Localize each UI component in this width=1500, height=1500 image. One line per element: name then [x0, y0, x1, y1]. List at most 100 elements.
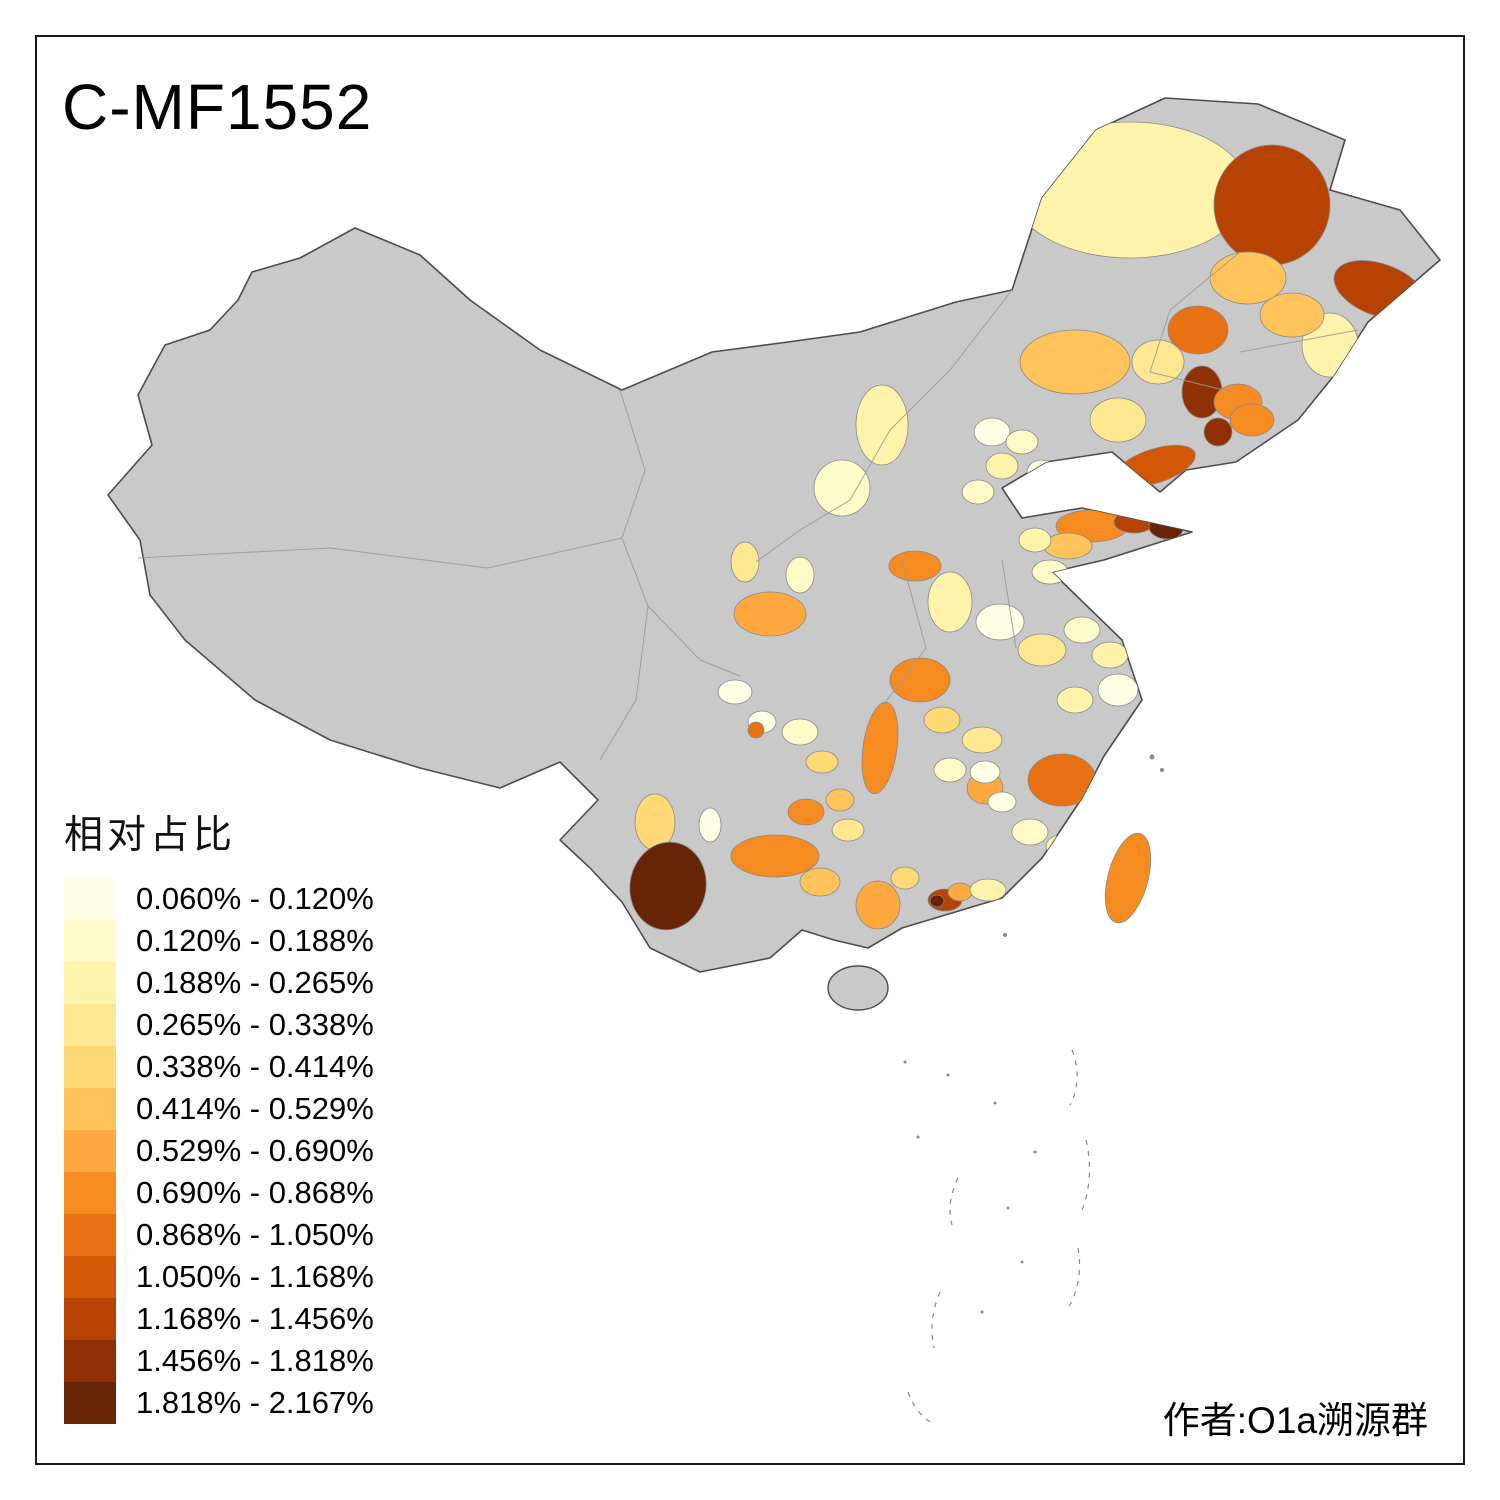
map-region-yunnan-sw-dark: [629, 841, 707, 931]
map-region-yunnan-nw-orangeyellow: [634, 793, 676, 851]
legend-label: 1.818% - 2.167%: [136, 1385, 374, 1420]
coastal-islands: [1003, 754, 1164, 937]
island-regions-layer: [1104, 832, 1152, 924]
legend-swatch: [64, 962, 116, 1004]
map-region-gansu-pale: [730, 541, 760, 583]
map-region-hebei-pale-g: [1047, 480, 1077, 504]
map-region-sichuan-pale: [781, 718, 819, 746]
map-region-anhui-cream: [1097, 673, 1139, 707]
legend-label: 0.868% - 1.050%: [136, 1217, 374, 1252]
legend-swatch: [64, 1172, 116, 1214]
map-region-gansu-orange: [733, 591, 807, 637]
map-region-hebei-pale-c: [985, 452, 1019, 480]
map-region-liaoning-orange-2: [1229, 403, 1275, 437]
legend-label: 0.690% - 0.868%: [136, 1175, 374, 1210]
legend-row: 0.060% - 0.120%: [64, 878, 374, 920]
legend-swatch: [64, 878, 116, 920]
legend-swatch: [64, 920, 116, 962]
map-region-jiangxi-darkorange: [1027, 753, 1097, 807]
legend-label: 0.529% - 0.690%: [136, 1133, 374, 1168]
map-region-shandong-orange-2: [1043, 532, 1093, 560]
legend-label: 0.060% - 0.120%: [136, 881, 374, 916]
page-title: C-MF1552: [62, 71, 373, 143]
map-region-sichuan-white-1: [717, 679, 753, 705]
legend-rows: 0.060% - 0.120% 0.120% - 0.188% 0.188% - 0…: [64, 878, 374, 1424]
legend-row: 1.818% - 2.167%: [64, 1382, 374, 1424]
legend-row: 0.120% - 0.188%: [64, 920, 374, 962]
legend-label: 0.188% - 0.265%: [136, 965, 374, 1000]
map-region-hebei-pale-e: [961, 479, 995, 505]
hainan-island: [827, 965, 889, 1011]
legend-label: 1.168% - 1.456%: [136, 1301, 374, 1336]
map-region-heilongjiang-ne-dark: [1213, 144, 1331, 266]
legend-swatch: [64, 1256, 116, 1298]
map-region-hebei-pale-a: [973, 417, 1011, 447]
map-region-jiangsu-pale-c: [1091, 641, 1129, 669]
legend-row: 0.265% - 0.338%: [64, 1004, 374, 1046]
legend-label: 0.414% - 0.529%: [136, 1091, 374, 1126]
map-region-innermongolia-pale-1: [855, 384, 909, 466]
legend-label: 1.456% - 1.818%: [136, 1343, 374, 1378]
map-region-anhui-pale: [1056, 686, 1094, 714]
legend-swatch: [64, 1214, 116, 1256]
legend-row: 0.529% - 0.690%: [64, 1130, 374, 1172]
map-region-chongqing-pale: [805, 750, 839, 774]
map-region-guangxi-pale: [890, 866, 920, 890]
legend-label: 0.338% - 0.414%: [136, 1049, 374, 1084]
map-region-sichuan-orange-dot: [747, 721, 765, 739]
legend-label: 1.050% - 1.168%: [136, 1259, 374, 1294]
map-region-shandong-pale-2: [1031, 559, 1069, 585]
map-region-heilongjiang-s-orange: [1167, 305, 1229, 355]
map-region-hunan-pale: [933, 757, 967, 783]
legend-row: 1.456% - 1.818%: [64, 1340, 374, 1382]
map-region-jiangsu-pale-b: [1063, 616, 1101, 644]
map-region-guizhou-pale: [831, 818, 865, 842]
legend-row: 0.188% - 0.265%: [64, 962, 374, 1004]
legend-swatch: [64, 1088, 116, 1130]
legend-label: 0.120% - 0.188%: [136, 923, 374, 958]
map-region-innermongolia-pale-2: [813, 459, 871, 517]
map-region-central-pale: [961, 726, 1003, 754]
map-region-yunnan-east-orange: [730, 834, 820, 878]
author-credit: 作者:O1a溯源群: [1162, 1400, 1428, 1441]
legend-swatch: [64, 1046, 116, 1088]
map-region-jilin-mid-pale: [1131, 339, 1185, 385]
plot-frame: [35, 35, 1465, 1465]
map-region-guizhou-orange-2: [825, 788, 855, 812]
legend-row: 1.168% - 1.456%: [64, 1298, 374, 1340]
map-region-jilin-orange-1: [1209, 251, 1287, 305]
map-region-taiwan: [1104, 832, 1152, 924]
map-region-se-cream-1: [969, 760, 1001, 784]
legend-title: 相对占比: [64, 814, 237, 857]
legend-row: 0.690% - 0.868%: [64, 1172, 374, 1214]
prefecture-regions-layer: [629, 121, 1427, 931]
map-region-innermongolia-orange: [1019, 329, 1131, 395]
map-region-ningxia-pale: [785, 556, 815, 594]
map-region-shandong-pale-1: [1018, 527, 1052, 553]
map-region-jilin-orange-2: [1259, 292, 1325, 338]
map-region-hubei-orange: [889, 657, 951, 703]
map-region-liaoning-dark-2: [1203, 417, 1233, 447]
map-region-yunnan-white: [698, 807, 722, 843]
legend-swatch: [64, 1298, 116, 1340]
legend: 相对占比 0.060% - 0.120% 0.120% - 0.188% 0.188…: [64, 804, 374, 1424]
map-region-henan-cream: [975, 603, 1025, 641]
map-region-hebei-pale-f: [1015, 489, 1049, 515]
map-region-guangdong-darkest-dot: [929, 894, 945, 908]
province-borders: [137, 251, 1359, 761]
map-region-jiangsu-pale-a: [1017, 633, 1067, 667]
map-region-hebei-pale-d: [1026, 459, 1058, 485]
map-region-hunan-hubei-strip: [861, 701, 899, 795]
legend-swatch: [64, 1130, 116, 1172]
legend-swatch: [64, 1340, 116, 1382]
legend-row: 1.050% - 1.168%: [64, 1256, 374, 1298]
map-region-guangdong-pale: [969, 878, 1007, 902]
map-region-yunnan-se-orange: [799, 867, 841, 897]
map-region-guizhou-orange-1: [787, 798, 825, 826]
map-region-hubei-pale: [923, 706, 961, 734]
legend-swatch: [64, 1004, 116, 1046]
map-region-guangxi-orange: [855, 880, 901, 930]
map-region-shaanxi-pale-strip: [927, 571, 973, 633]
legend-row: 0.414% - 0.529%: [64, 1088, 374, 1130]
